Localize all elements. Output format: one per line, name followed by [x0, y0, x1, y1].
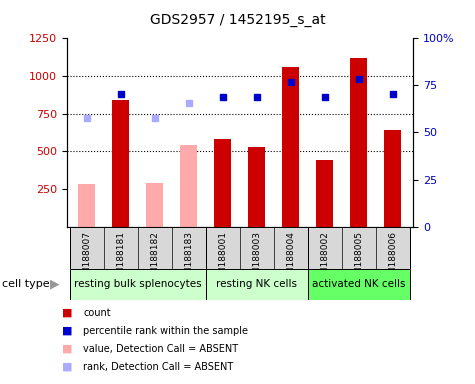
Text: activated NK cells: activated NK cells [312, 279, 406, 289]
Text: GSM188182: GSM188182 [151, 231, 160, 286]
Text: percentile rank within the sample: percentile rank within the sample [83, 326, 248, 336]
Text: GSM188002: GSM188002 [320, 231, 329, 286]
Text: ■: ■ [62, 326, 72, 336]
Bar [308, 227, 410, 269]
Text: ■: ■ [62, 308, 72, 318]
Text: resting NK cells: resting NK cells [217, 279, 297, 289]
Bar [308, 269, 410, 300]
Text: GSM188005: GSM188005 [354, 231, 363, 286]
Bar [206, 227, 308, 269]
Text: ■: ■ [62, 344, 72, 354]
Bar [180, 145, 198, 227]
Text: GSM188004: GSM188004 [286, 231, 295, 286]
Text: GSM188001: GSM188001 [218, 231, 228, 286]
Bar [316, 161, 333, 227]
Bar [78, 184, 95, 227]
Bar [70, 269, 206, 300]
Text: GSM188003: GSM188003 [252, 231, 261, 286]
Text: GSM188181: GSM188181 [116, 231, 125, 286]
Text: count: count [83, 308, 111, 318]
Text: ▶: ▶ [50, 278, 59, 291]
Text: rank, Detection Call = ABSENT: rank, Detection Call = ABSENT [83, 362, 233, 372]
Bar [351, 58, 367, 227]
Text: GDS2957 / 1452195_s_at: GDS2957 / 1452195_s_at [150, 13, 325, 27]
Text: cell type: cell type [2, 279, 50, 289]
Text: ■: ■ [62, 362, 72, 372]
Text: GSM188183: GSM188183 [184, 231, 193, 286]
Text: resting bulk splenocytes: resting bulk splenocytes [74, 279, 202, 289]
Bar [282, 67, 299, 227]
Text: GSM188007: GSM188007 [82, 231, 91, 286]
Text: GSM188006: GSM188006 [389, 231, 398, 286]
Bar [113, 100, 129, 227]
Bar [206, 269, 308, 300]
Bar [384, 130, 401, 227]
Text: value, Detection Call = ABSENT: value, Detection Call = ABSENT [83, 344, 238, 354]
Bar [248, 147, 266, 227]
Bar [146, 183, 163, 227]
Bar [214, 139, 231, 227]
Bar [70, 227, 206, 269]
